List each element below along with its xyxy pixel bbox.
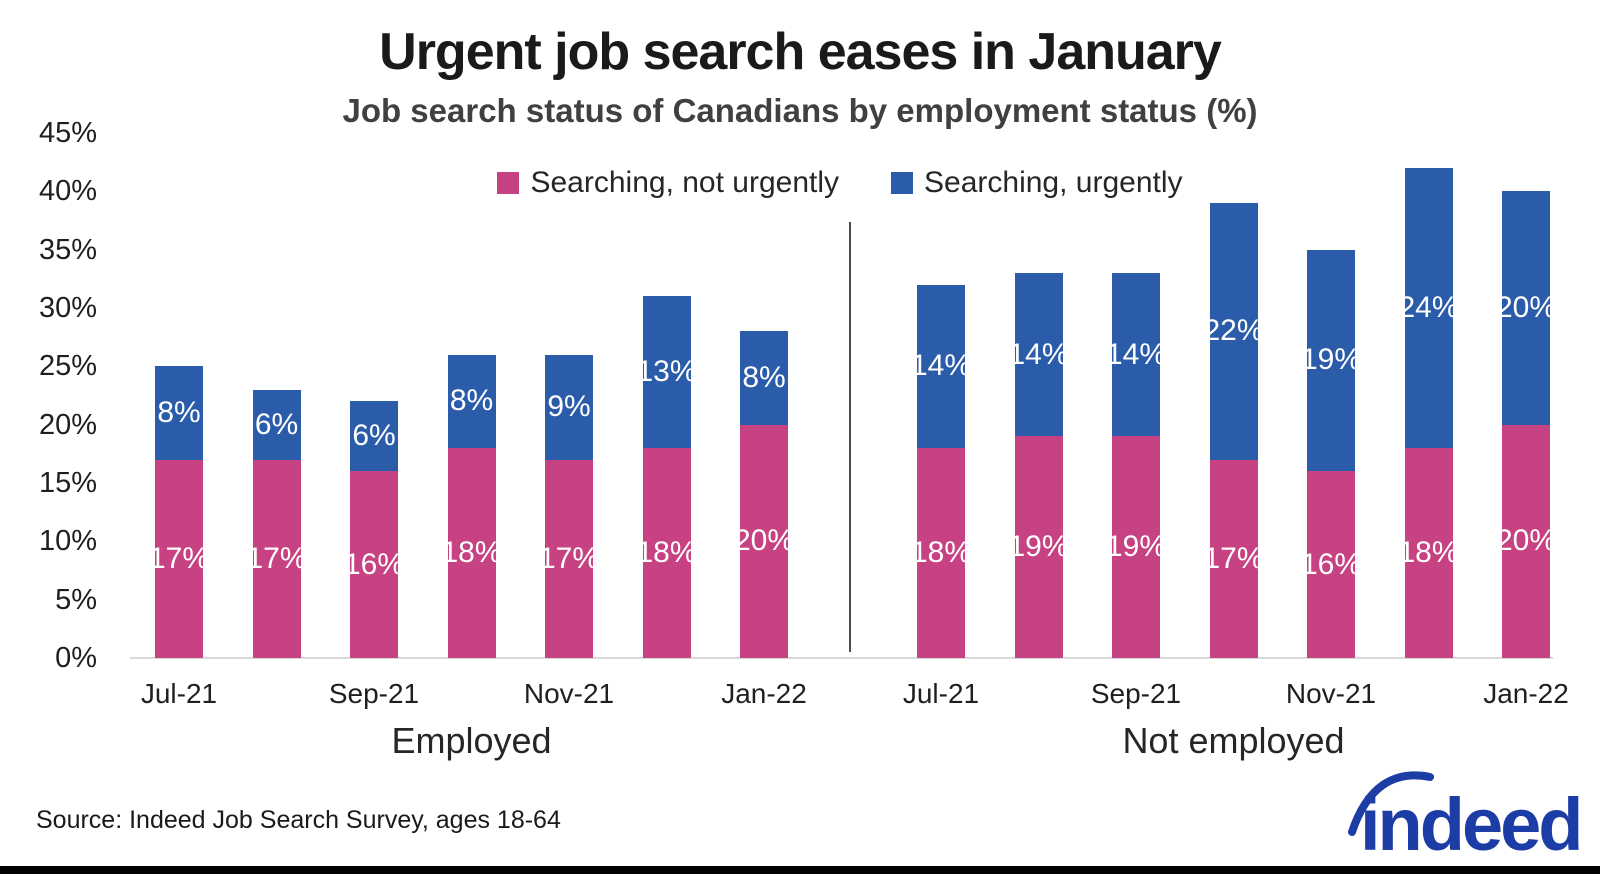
bar-segment-urgently: 14% bbox=[911, 284, 971, 448]
bar-segment-urgently: 19% bbox=[1301, 249, 1361, 472]
indeed-logo: indeed bbox=[1330, 750, 1590, 866]
x-axis-tick-label: Jan-22 bbox=[721, 678, 807, 709]
bar-value-label: 14% bbox=[1105, 337, 1167, 371]
y-axis-tick-label: 25% bbox=[38, 350, 97, 383]
source-note: Source: Indeed Job Search Survey, ages 1… bbox=[36, 806, 561, 834]
bar-segment-not-urgently: 20% bbox=[1496, 424, 1556, 658]
bar-segment-not-urgently: 16% bbox=[344, 471, 404, 658]
x-axis-tick-label: Jul-21 bbox=[140, 678, 218, 709]
x-axis-tick-label: Sep-21 bbox=[1090, 678, 1182, 709]
bar-segment-urgently: 6% bbox=[252, 389, 301, 460]
bar-segment-not-urgently: 18% bbox=[1398, 448, 1459, 658]
logo-arc-icon bbox=[1348, 771, 1434, 836]
group-divider-line bbox=[849, 222, 851, 652]
bar-value-label: 8% bbox=[742, 360, 786, 394]
bar-value-label: 17% bbox=[148, 541, 210, 575]
y-axis-tick-label: 30% bbox=[38, 292, 97, 324]
bar-value-label: 20% bbox=[733, 524, 795, 558]
bar-value-label: 18% bbox=[636, 536, 697, 569]
legend: Searching, not urgently Searching, urgent… bbox=[125, 166, 1555, 200]
x-axis-tick-label: Sep-21 bbox=[328, 678, 420, 709]
y-axis-tick-label: 15% bbox=[38, 467, 97, 499]
bar-segment-not-urgently: 17% bbox=[1203, 459, 1264, 658]
bar-value-label: 19% bbox=[1008, 530, 1069, 564]
bar-value-label: 18% bbox=[441, 536, 502, 569]
bar-value-label: 13% bbox=[636, 355, 697, 389]
legend-label: Searching, urgently bbox=[924, 166, 1183, 199]
bar-value-label: 6% bbox=[254, 407, 299, 441]
bar-value-label: 20% bbox=[1495, 290, 1557, 324]
x-axis-line bbox=[130, 657, 1553, 659]
bar-value-label: 18% bbox=[910, 536, 972, 569]
x-axis-tick-label: Jan-22 bbox=[1483, 678, 1569, 709]
bar-segment-not-urgently: 18% bbox=[911, 448, 971, 658]
bar-value-label: 20% bbox=[1495, 524, 1557, 558]
logo-wordmark: indeed bbox=[1360, 783, 1580, 858]
bar-segment-not-urgently: 17% bbox=[246, 459, 307, 658]
bar-value-label: 17% bbox=[246, 541, 307, 575]
bar-segment-urgently: 8% bbox=[447, 354, 496, 448]
chart-subtitle: Job search status of Canadians by employ… bbox=[342, 92, 1258, 129]
bar-value-label: 6% bbox=[352, 419, 396, 453]
bar-segment-urgently: 14% bbox=[1008, 273, 1069, 437]
bar-segment-not-urgently: 16% bbox=[1301, 471, 1361, 658]
bar-value-label: 19% bbox=[1300, 343, 1362, 377]
bar-segment-not-urgently: 19% bbox=[1008, 436, 1069, 658]
bar-segment-not-urgently: 18% bbox=[636, 448, 697, 658]
footer-bar bbox=[0, 866, 1600, 874]
legend-label: Searching, not urgently bbox=[530, 166, 840, 199]
bar-value-label: 14% bbox=[1008, 337, 1069, 371]
bar-segment-urgently: 22% bbox=[1203, 203, 1264, 460]
bar-value-label: 9% bbox=[547, 390, 591, 424]
x-axis-tick-label: Nov-21 bbox=[523, 678, 615, 709]
bar-value-label: 17% bbox=[538, 541, 600, 575]
bar-segment-urgently: 14% bbox=[1106, 273, 1166, 437]
y-axis-tick-label: 20% bbox=[38, 408, 97, 441]
bar-segment-not-urgently: 17% bbox=[149, 459, 209, 658]
bar-value-label: 17% bbox=[1203, 541, 1264, 575]
y-axis-tick-label: 10% bbox=[38, 525, 97, 558]
bar-segment-urgently: 8% bbox=[155, 366, 203, 460]
bar-segment-not-urgently: 18% bbox=[441, 448, 502, 658]
bar-segment-urgently: 24% bbox=[1398, 168, 1459, 448]
indeed-logo-graphic: indeed bbox=[1348, 771, 1583, 866]
group-label: Employed bbox=[391, 720, 552, 761]
bar-value-label: 8% bbox=[449, 384, 494, 418]
chart-title: Urgent job search eases in January bbox=[379, 23, 1222, 81]
bar-segment-urgently: 9% bbox=[545, 354, 593, 460]
y-axis-tick-label: 5% bbox=[55, 583, 97, 616]
bar-value-label: 24% bbox=[1398, 291, 1459, 324]
bar-segment-urgently: 8% bbox=[740, 331, 788, 425]
bar-value-label: 16% bbox=[1300, 547, 1362, 581]
bar-segment-urgently: 6% bbox=[350, 401, 398, 472]
legend-swatch-icon bbox=[891, 172, 914, 194]
legend-item: Searching, not urgently bbox=[497, 166, 839, 200]
legend-item: Searching, urgently bbox=[891, 166, 1183, 200]
bar-value-label: 14% bbox=[910, 349, 972, 383]
bar-value-label: 16% bbox=[343, 547, 405, 581]
bar-segment-urgently: 20% bbox=[1496, 191, 1556, 425]
bar-segment-urgently: 13% bbox=[636, 296, 697, 448]
bar-value-label: 19% bbox=[1105, 530, 1167, 564]
x-axis-tick-label: Nov-21 bbox=[1285, 678, 1377, 709]
y-axis-tick-label: 40% bbox=[38, 175, 97, 208]
group-label: Not employed bbox=[1122, 720, 1345, 761]
y-axis-tick-label: 0% bbox=[55, 642, 97, 674]
bar-value-label: 22% bbox=[1203, 314, 1264, 348]
bar-segment-not-urgently: 20% bbox=[734, 424, 794, 658]
y-axis-tick-label: 45% bbox=[38, 117, 97, 149]
bar-segment-not-urgently: 17% bbox=[539, 459, 599, 658]
bar-segment-not-urgently: 19% bbox=[1106, 436, 1166, 658]
y-axis-tick-label: 35% bbox=[38, 233, 97, 266]
x-axis-tick-label: Jul-21 bbox=[902, 678, 980, 709]
bar-value-label: 8% bbox=[157, 395, 201, 429]
legend-swatch-icon bbox=[497, 172, 520, 194]
bar-value-label: 18% bbox=[1398, 536, 1459, 569]
